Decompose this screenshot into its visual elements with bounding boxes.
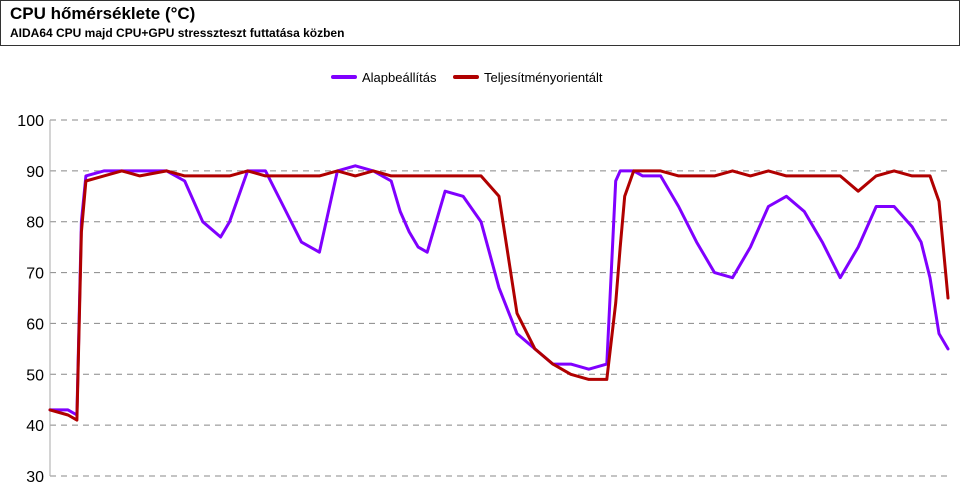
y-tick-label: 100 bbox=[17, 113, 44, 130]
y-tick-label: 90 bbox=[26, 164, 44, 181]
series-line-2 bbox=[48, 169, 950, 422]
legend-label-2: Teljesítményorientált bbox=[484, 70, 603, 85]
y-axis: 30 40 50 60 70 80 90 100 bbox=[17, 113, 51, 486]
y-tick-label: 70 bbox=[26, 266, 44, 283]
series-lines bbox=[48, 164, 950, 422]
legend: Alapbeállítás Teljesítményorientált bbox=[331, 70, 603, 85]
y-tick-label: 30 bbox=[26, 469, 44, 486]
chart-header: CPU hőmérséklete (°C) AIDA64 CPU majd CP… bbox=[0, 0, 960, 46]
y-tick-label: 80 bbox=[26, 215, 44, 232]
chart-subtitle: AIDA64 CPU majd CPU+GPU stresszteszt fut… bbox=[10, 26, 345, 40]
y-tick-label: 60 bbox=[26, 316, 44, 333]
chart-title: CPU hőmérséklete (°C) bbox=[10, 4, 196, 23]
line-chart: 30 40 50 60 70 80 90 100 Alapbeállítás Teljesítm… bbox=[17, 70, 950, 486]
y-tick-label: 40 bbox=[26, 418, 44, 435]
legend-label-1: Alapbeállítás bbox=[362, 70, 437, 85]
y-tick-label: 50 bbox=[26, 367, 44, 384]
series-line-1 bbox=[48, 164, 950, 417]
grid-lines bbox=[50, 119, 948, 477]
